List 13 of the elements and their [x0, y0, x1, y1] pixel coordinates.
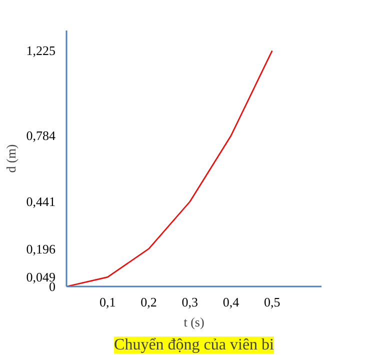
y-tick-label: 0,441 [26, 194, 56, 210]
line-series [66, 50, 273, 286]
x-tick-label: 0,4 [222, 294, 240, 310]
y-tick-label: 0,784 [26, 128, 56, 144]
x-tick-label: 0,1 [100, 294, 116, 310]
x-tick-label: 0,5 [264, 294, 280, 310]
y-tick-label: 1,225 [26, 43, 56, 58]
text: Chuyển động của viên bi [114, 336, 275, 354]
y-tick-label: 0,196 [26, 241, 56, 256]
x-tick-label: 0,3 [182, 294, 198, 310]
x-tick-label: 0,2 [140, 294, 157, 310]
x-axis-title: t (s) [184, 314, 204, 330]
y-axis-title: d (m) [3, 144, 18, 173]
